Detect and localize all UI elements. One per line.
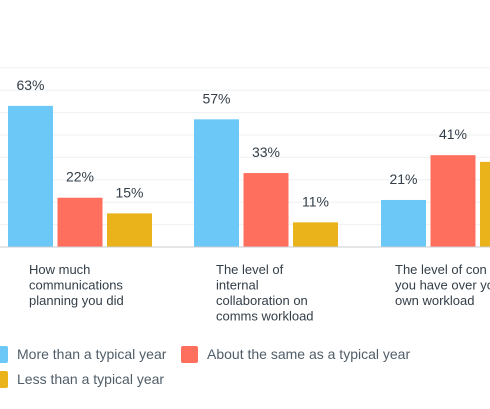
- bar: [243, 173, 289, 247]
- bars: [8, 105, 490, 247]
- value-label: 11%: [302, 193, 329, 209]
- value-label: 63%: [16, 77, 44, 93]
- category-label-line: internal: [216, 278, 259, 293]
- value-label: 57%: [202, 90, 230, 106]
- category-label-line: own workload: [395, 293, 475, 308]
- value-label: 41%: [439, 126, 467, 142]
- category-labels: How much communications planning you did Th…: [29, 262, 490, 324]
- value-label: 22%: [66, 169, 94, 185]
- legend-label-same: About the same as a typical year: [207, 346, 411, 362]
- bar: [57, 197, 103, 247]
- legend-label-more: More than a typical year: [17, 346, 167, 362]
- value-label: 33%: [252, 144, 280, 160]
- category-label-line: you have over yo: [395, 278, 490, 293]
- category-label-line: The level of con: [395, 262, 487, 277]
- category-label-line: communications: [29, 278, 123, 293]
- bar: [381, 199, 426, 247]
- category-label-line: How much: [29, 262, 90, 277]
- legend-swatch-less: [0, 371, 8, 388]
- legend-label-less: Less than a typical year: [17, 371, 165, 387]
- category-label-line: collaboration on: [216, 293, 308, 308]
- category-label-line: planning you did: [29, 293, 124, 308]
- legend-swatch-more: [0, 346, 8, 363]
- value-label: 21%: [389, 171, 417, 187]
- bar: [430, 155, 476, 247]
- legend-swatch-same: [181, 346, 198, 363]
- bar: [293, 222, 338, 247]
- bar: [480, 161, 490, 247]
- value-labels: 63%22%15%57%33%11%21%41%3: [16, 77, 467, 209]
- category-label-line: comms workload: [216, 309, 314, 324]
- category-label: The level of internal collaboration on comm…: [216, 262, 314, 324]
- bar: [107, 213, 152, 247]
- category-label: The level of con you have over yo own work…: [395, 262, 490, 308]
- value-label: 15%: [115, 184, 143, 200]
- category-label: How much communications planning you did: [29, 262, 124, 308]
- bar: [194, 119, 239, 247]
- bar: [8, 105, 53, 247]
- category-label-line: The level of: [216, 262, 284, 277]
